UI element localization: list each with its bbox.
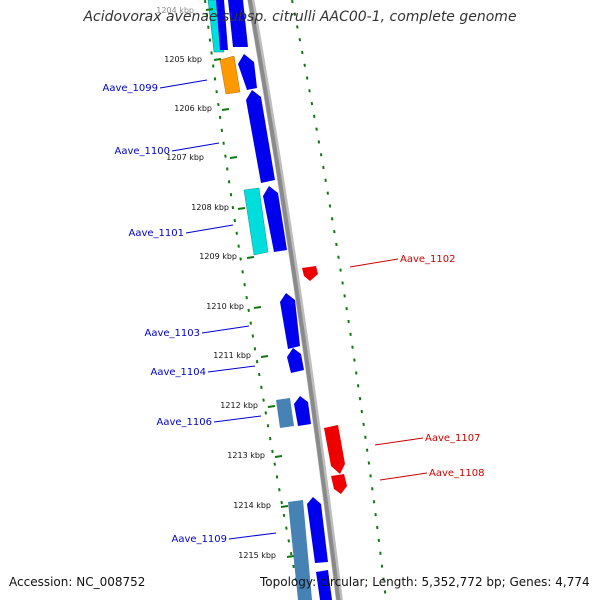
tick-mark <box>237 207 246 210</box>
tick-label: 1206 kbp <box>174 104 212 113</box>
tick-mark <box>253 306 262 309</box>
topology-text: Topology: circular; Length: 5,352,772 bp… <box>260 575 590 589</box>
gene-label[interactable]: Aave_1108 <box>429 468 485 479</box>
chromosome-backbone <box>247 0 341 600</box>
gene-label[interactable]: Aave_1099 <box>103 83 159 94</box>
tick-label: 1213 kbp <box>227 451 265 460</box>
gene-blue-partial-bottom <box>316 570 332 600</box>
tick-mark <box>274 455 283 458</box>
accession-text: Accession: NC_008752 <box>9 575 146 589</box>
gene-leader-line <box>159 79 208 89</box>
tick-label: 1205 kbp <box>164 55 202 64</box>
tick-label: 1210 kbp <box>206 302 244 311</box>
tick-label: 1207 kbp <box>166 153 204 162</box>
gene-label[interactable]: Aave_1106 <box>157 417 213 428</box>
gene-aave-1101 <box>243 187 269 256</box>
gene-partial-blue-b <box>228 0 248 47</box>
tick-label: 1204 kbp <box>156 6 194 15</box>
tick-mark <box>205 8 214 11</box>
gene-leader-line <box>201 325 250 334</box>
gene-blue-arrow-2 <box>263 186 287 252</box>
tick-label: 1209 kbp <box>199 252 237 261</box>
gene-label[interactable]: Aave_1101 <box>129 228 185 239</box>
tick-mark <box>213 58 222 61</box>
gene-aave-1107 <box>324 425 345 474</box>
gene-aave-1109 <box>288 500 312 600</box>
gene-partial-blue-a <box>216 0 228 50</box>
gene-label[interactable]: Aave_1100 <box>115 146 171 157</box>
genome-title: Acidovorax avenae subsp. citrulli AAC00-… <box>83 9 517 25</box>
tick-label: 1208 kbp <box>191 203 229 212</box>
gene-aave-1106 <box>276 398 294 428</box>
gene-leader-line <box>349 258 399 268</box>
tick-mark <box>280 505 289 508</box>
gene-aave-1102 <box>302 266 318 281</box>
gene-leader-line <box>213 415 262 423</box>
genes <box>207 0 347 600</box>
gene-aave-1103 <box>280 293 300 349</box>
tick-mark <box>286 555 295 558</box>
gene-label[interactable]: Aave_1103 <box>145 328 201 339</box>
kbp-ticks: 1204 kbp 1205 kbp 1206 kbp 1207 kbp 1208 kbp… <box>156 6 295 560</box>
gene-leader-line <box>379 472 428 481</box>
gene-leader-line <box>207 365 256 373</box>
tick-mark <box>229 156 238 159</box>
gene-leader-line <box>185 224 234 234</box>
outer-dotted-ring <box>291 0 387 600</box>
tick-mark <box>246 256 255 259</box>
gene-aave-1108 <box>331 474 347 494</box>
tick-label: 1211 kbp <box>213 351 251 360</box>
tick-mark <box>221 108 230 111</box>
tick-mark <box>267 405 276 408</box>
gene-aave-1100 <box>246 90 275 183</box>
gene-blue-arrow-4 <box>307 497 328 563</box>
gene-leader-line <box>228 532 277 540</box>
gene-label[interactable]: Aave_1109 <box>172 534 228 545</box>
gene-aave-1104 <box>287 348 304 373</box>
gene-aave-1099 <box>219 55 241 95</box>
gene-leader-line <box>374 437 424 446</box>
gene-label[interactable]: Aave_1104 <box>151 367 207 378</box>
gene-label[interactable]: Aave_1107 <box>425 433 481 444</box>
tick-label: 1212 kbp <box>220 401 258 410</box>
gene-blue-arrow-1 <box>238 54 257 90</box>
gene-labels: Aave_1099 Aave_1100 Aave_1101 Aave_1102 Aave… <box>103 79 485 545</box>
gene-label[interactable]: Aave_1102 <box>400 254 456 265</box>
tick-label: 1214 kbp <box>233 501 271 510</box>
tick-label: 1215 kbp <box>238 551 276 560</box>
inner-dotted-ring <box>204 0 301 600</box>
gene-blue-arrow-3 <box>294 396 311 426</box>
gene-leader-line <box>171 142 220 152</box>
tick-mark <box>260 355 269 358</box>
